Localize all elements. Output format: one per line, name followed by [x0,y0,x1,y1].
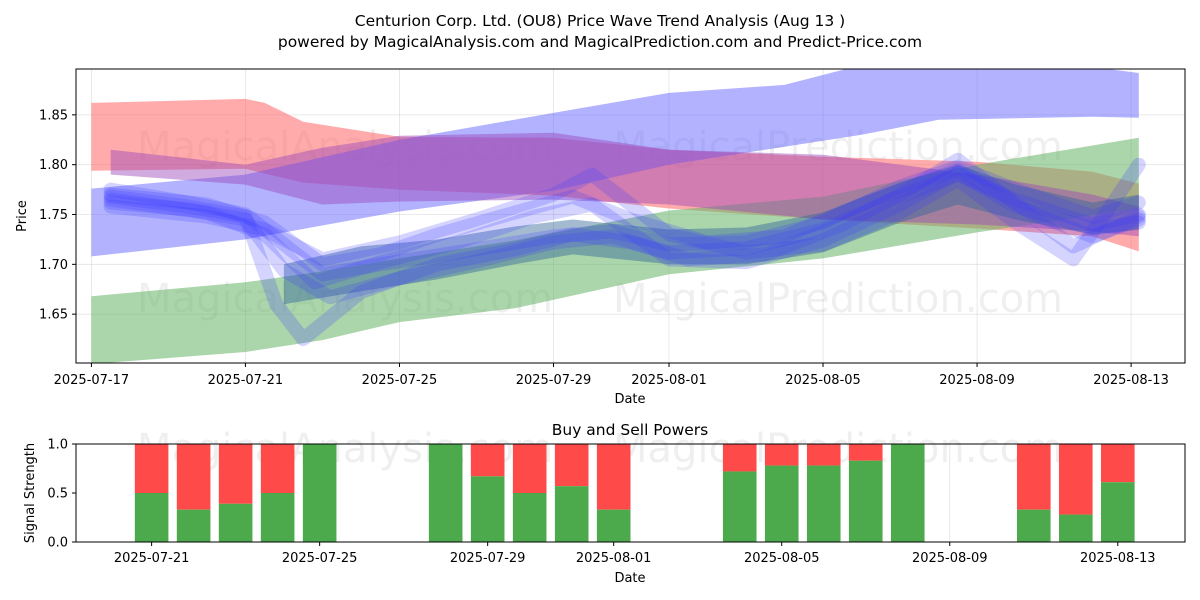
price-y-label: Price [15,200,30,232]
chart-subtitle: powered by MagicalAnalysis.com and Magic… [278,33,922,51]
price-x-label: Date [614,392,645,407]
price-x-tick-label: 2025-07-17 [54,373,130,388]
price-wave-line [103,167,1146,305]
price-y-tick-label: 1.75 [39,208,68,223]
sell-power-bar [176,444,211,510]
price-wave-lines [103,152,1146,347]
chart-title: Centurion Corp. Ltd. (OU8) Price Wave Tr… [355,12,845,30]
signal-x-tick-label: 2025-07-25 [282,551,358,566]
sell-power-bar [848,444,883,461]
signal-y-tick-label: 0.0 [47,536,68,551]
sell-power-bar [470,444,505,477]
buy-power-bar [806,465,841,542]
green-band [91,137,1139,363]
signal-x-ticks: 2025-07-21 2025-07-25 2025-07-29 2025-08-01… [114,542,1156,566]
price-y-ticks: 1.65 1.70 1.75 1.80 1.85 [39,108,76,323]
buy-power-bar [260,493,295,542]
price-wave-line [103,157,1146,267]
signal-x-tick-label: 2025-08-05 [744,551,820,566]
signal-x-label: Date [614,571,645,586]
signal-y-tick-label: 1.0 [47,438,68,453]
buy-power-bar [512,493,547,542]
signal-x-tick-label: 2025-08-13 [1080,551,1156,566]
price-x-tick-label: 2025-07-29 [516,373,592,388]
price-wave-chart: MagicalAnalysis.com MagicalPrediction.co… [15,68,1186,407]
price-x-tick-label: 2025-08-09 [939,373,1015,388]
sell-power-bar [1016,444,1051,510]
price-y-tick-label: 1.70 [39,258,68,273]
blue-band [91,69,1139,257]
buy-sell-chart: Buy and Sell Powers MagicalAnalysis.com … [23,421,1186,586]
sell-power-bar [1100,444,1135,483]
sell-power-bar [512,444,547,493]
watermark-prediction: MagicalPrediction.com [613,276,1063,322]
signal-x-tick-label: 2025-07-21 [114,551,190,566]
buy-power-bar [1058,514,1093,542]
buy-sell-title: Buy and Sell Powers [552,421,709,439]
price-x-tick-label: 2025-07-21 [208,373,284,388]
price-bands [91,69,1139,363]
sell-power-bar [1058,444,1093,515]
buy-power-bar [596,509,631,542]
sell-power-bar [596,444,631,510]
sell-power-bar [260,444,295,493]
signal-bars [134,444,1135,542]
price-y-tick-label: 1.65 [39,308,68,323]
sell-power-bar [554,444,589,487]
buy-power-bar [1016,509,1051,542]
buy-power-bar [428,444,463,542]
buy-power-bar [134,493,169,542]
price-plot-frame [75,68,1186,364]
signal-y-ticks: 0.0 0.5 1.0 [47,438,76,551]
price-x-tick-label: 2025-08-05 [785,373,861,388]
price-x-tick-label: 2025-08-13 [1093,373,1169,388]
buy-power-bar [218,503,253,542]
price-y-tick-label: 1.85 [39,108,68,123]
signal-x-tick-label: 2025-07-29 [450,551,526,566]
signal-y-tick-label: 0.5 [47,487,68,502]
buy-power-bar [890,444,925,542]
sell-power-bar [722,444,757,472]
signal-y-label: Signal Strength [23,443,38,543]
price-wave-line [103,162,1146,272]
buy-power-bar [176,509,211,542]
buy-power-bar [1100,482,1135,542]
price-x-tick-label: 2025-08-01 [631,373,707,388]
price-y-tick-label: 1.80 [39,158,68,173]
purple-band [110,132,1139,237]
price-wave-line [103,159,1146,282]
sell-power-bar [764,444,799,466]
price-wave-line [103,165,1146,290]
sell-power-bar [218,444,253,504]
buy-power-bar [554,486,589,542]
buy-power-bar [848,460,883,542]
buy-power-bar [302,444,337,542]
buy-power-bar [764,465,799,542]
signal-x-tick-label: 2025-08-01 [576,551,652,566]
price-x-ticks: 2025-07-17 2025-07-21 2025-07-25 2025-07-29… [54,363,1169,388]
price-wave-line [103,152,1146,347]
sell-power-bar [806,444,841,466]
teal-band [283,164,1139,305]
sell-power-bar [134,444,169,493]
price-x-tick-label: 2025-07-25 [362,373,438,388]
buy-power-bar [470,476,505,542]
signal-x-tick-label: 2025-08-09 [912,551,988,566]
buy-power-bar [722,471,757,542]
